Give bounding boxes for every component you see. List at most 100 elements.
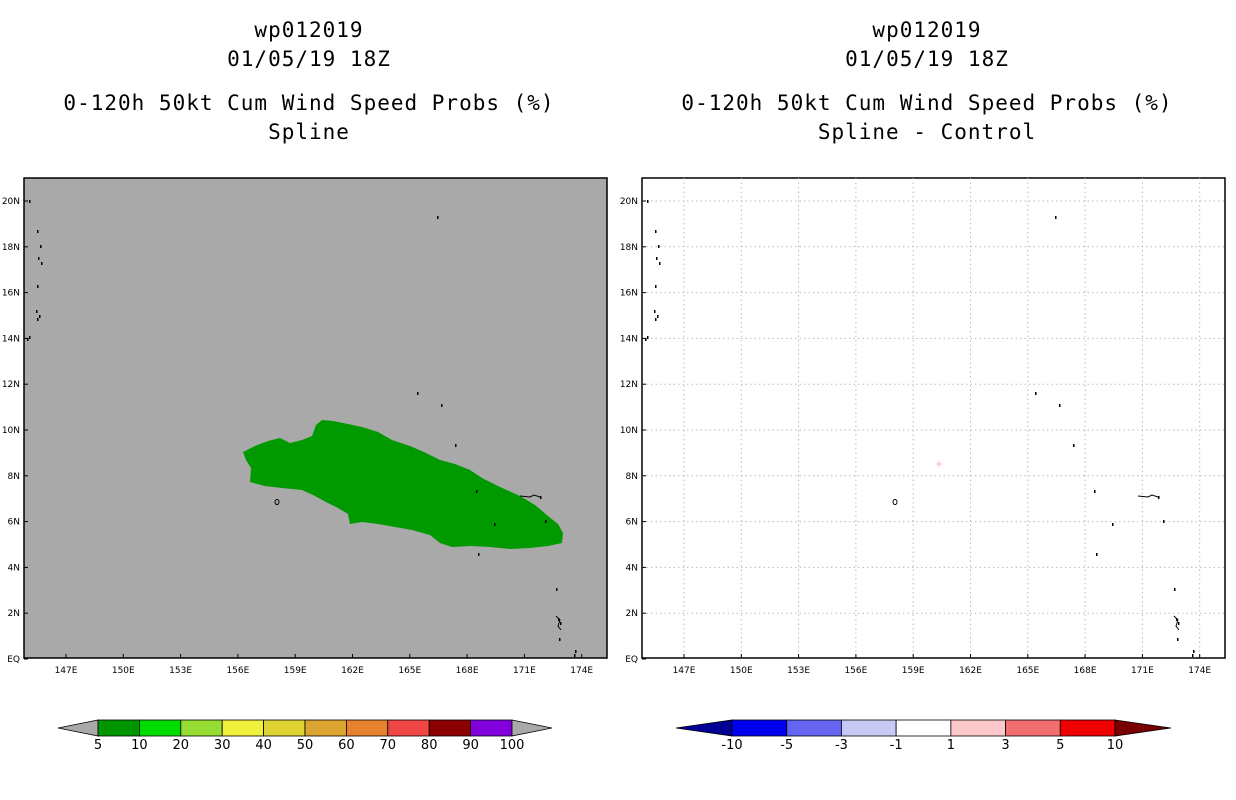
island-speck: [556, 588, 558, 591]
colorbar-label: 30: [214, 738, 231, 753]
island-speck: [29, 336, 31, 339]
probability-map: 147E 150E 153E 156E 159E 162E 165E 168E 171E 174E…: [2, 177, 608, 753]
map-background: [23, 177, 608, 659]
island-speck: [655, 285, 657, 288]
colorbar-arrow-low: [675, 719, 733, 737]
colorbar-label: 5: [94, 738, 102, 753]
x-tick-label: 150E: [730, 666, 753, 676]
colorbar-label: -5: [780, 738, 793, 753]
island-speck: [1112, 523, 1114, 526]
y-tick-label: 4N: [8, 563, 20, 573]
colorbar-segment: [97, 719, 140, 737]
island-speck: [1192, 654, 1194, 657]
colorbar-label: 90: [462, 738, 479, 753]
y-tick-label: 20N: [2, 197, 20, 207]
colorbar-label: 5: [1056, 738, 1064, 753]
x-tick-label: 168E: [456, 666, 479, 676]
colorbar-segment: [731, 719, 788, 737]
x-tick-label: 147E: [673, 666, 696, 676]
x-tick-label: 147E: [55, 666, 78, 676]
colorbar-segment: [263, 719, 306, 737]
island-speck: [1176, 618, 1178, 621]
y-tick-label: 8N: [626, 472, 638, 482]
x-tick-label: 171E: [1131, 666, 1154, 676]
colorbar-label: 100: [500, 738, 525, 753]
y-tick-label: 16N: [620, 289, 638, 299]
colorbar-segment: [138, 719, 182, 737]
y-tick-label: 4N: [626, 563, 638, 573]
longitude-axis: 147E 150E 153E 156E 159E 162E 165E 168E 171E 174E: [55, 654, 593, 676]
island-speck: [1096, 553, 1098, 556]
island-speck: [1163, 520, 1165, 523]
colorbar-segment: [786, 719, 842, 737]
longitude-axis: 147E 150E 153E 156E 159E 162E 165E 168E 171E 174E: [673, 654, 1211, 676]
island-speck: [39, 315, 41, 318]
island-chain: [555, 615, 562, 631]
coastline-features: [27, 200, 577, 657]
island-speck: [417, 392, 419, 395]
island-speck: [1073, 444, 1075, 447]
colorbar-label: -3: [835, 738, 848, 753]
colorbar-segment: [304, 719, 347, 737]
island-speck: [1055, 216, 1057, 219]
map-gridlines: [642, 178, 1225, 658]
island-speck: [455, 444, 457, 447]
colorbar-label: 3: [1001, 738, 1009, 753]
colorbar-label: 60: [338, 738, 355, 753]
y-tick-label: 8N: [8, 472, 20, 482]
island-speck: [657, 315, 659, 318]
island-speck: [656, 257, 658, 260]
x-tick-label: 174E: [1188, 666, 1211, 676]
colorbar-segment: [1005, 719, 1061, 737]
product-title: 0-120h 50kt Cum Wind Speed Probs (%): [681, 91, 1173, 115]
colorbar-segment: [1059, 719, 1116, 737]
colorbar-segment: [387, 719, 430, 737]
forecast-time: 01/05/19 18Z: [227, 47, 391, 71]
storm-id: wp012019: [872, 18, 982, 42]
x-tick-label: 156E: [226, 666, 249, 676]
y-tick-label: 6N: [626, 518, 638, 528]
island-speck: [1094, 490, 1096, 493]
y-tick-label: 14N: [2, 334, 20, 344]
island-speck: [645, 338, 647, 341]
y-tick-label: 14N: [620, 334, 638, 344]
y-tick-label: 12N: [2, 380, 20, 390]
y-tick-label: EQ: [7, 655, 20, 665]
island-speck: [658, 245, 660, 248]
island-speck: [27, 338, 29, 341]
island-speck: [29, 200, 31, 203]
colorbar-segment: [345, 719, 389, 737]
y-tick-label: 10N: [2, 426, 20, 436]
colorbar-label: 70: [380, 738, 397, 753]
island-speck: [1174, 588, 1176, 591]
x-tick-label: 159E: [284, 666, 307, 676]
island-chain: [1173, 615, 1180, 631]
difference-colorbar: -10 -5 -3 -1 1 3 5 10: [675, 719, 1172, 753]
colorbar-arrow-low: [57, 719, 99, 737]
x-tick-label: 165E: [1016, 666, 1039, 676]
colorbar-label: 50: [297, 738, 314, 753]
method-label: Spline: [268, 120, 350, 144]
island-speck: [647, 200, 649, 203]
y-tick-label: 12N: [620, 380, 638, 390]
colorbar-label: 40: [255, 738, 272, 753]
y-tick-label: 18N: [2, 243, 20, 253]
x-tick-label: 159E: [902, 666, 925, 676]
colorbar-segment: [470, 719, 513, 737]
island-chain: [1137, 494, 1159, 498]
x-tick-label: 156E: [844, 666, 867, 676]
y-tick-label: 18N: [620, 243, 638, 253]
y-tick-label: 2N: [8, 609, 20, 619]
x-tick-label: 150E: [112, 666, 135, 676]
colorbar-label: -10: [721, 738, 742, 753]
island-speck: [654, 310, 656, 313]
y-tick-label: EQ: [625, 655, 638, 665]
island-speck: [545, 520, 547, 523]
colorbar-label: 10: [131, 738, 148, 753]
island-speck: [655, 230, 657, 233]
probability-colorbar: 5 10 20 30 40 50 60 70 80 90 100: [57, 719, 553, 753]
colorbar-label: 1: [947, 738, 955, 753]
colorbar-label: 80: [421, 738, 438, 753]
island-speck: [575, 650, 577, 653]
island-speck: [647, 336, 649, 339]
